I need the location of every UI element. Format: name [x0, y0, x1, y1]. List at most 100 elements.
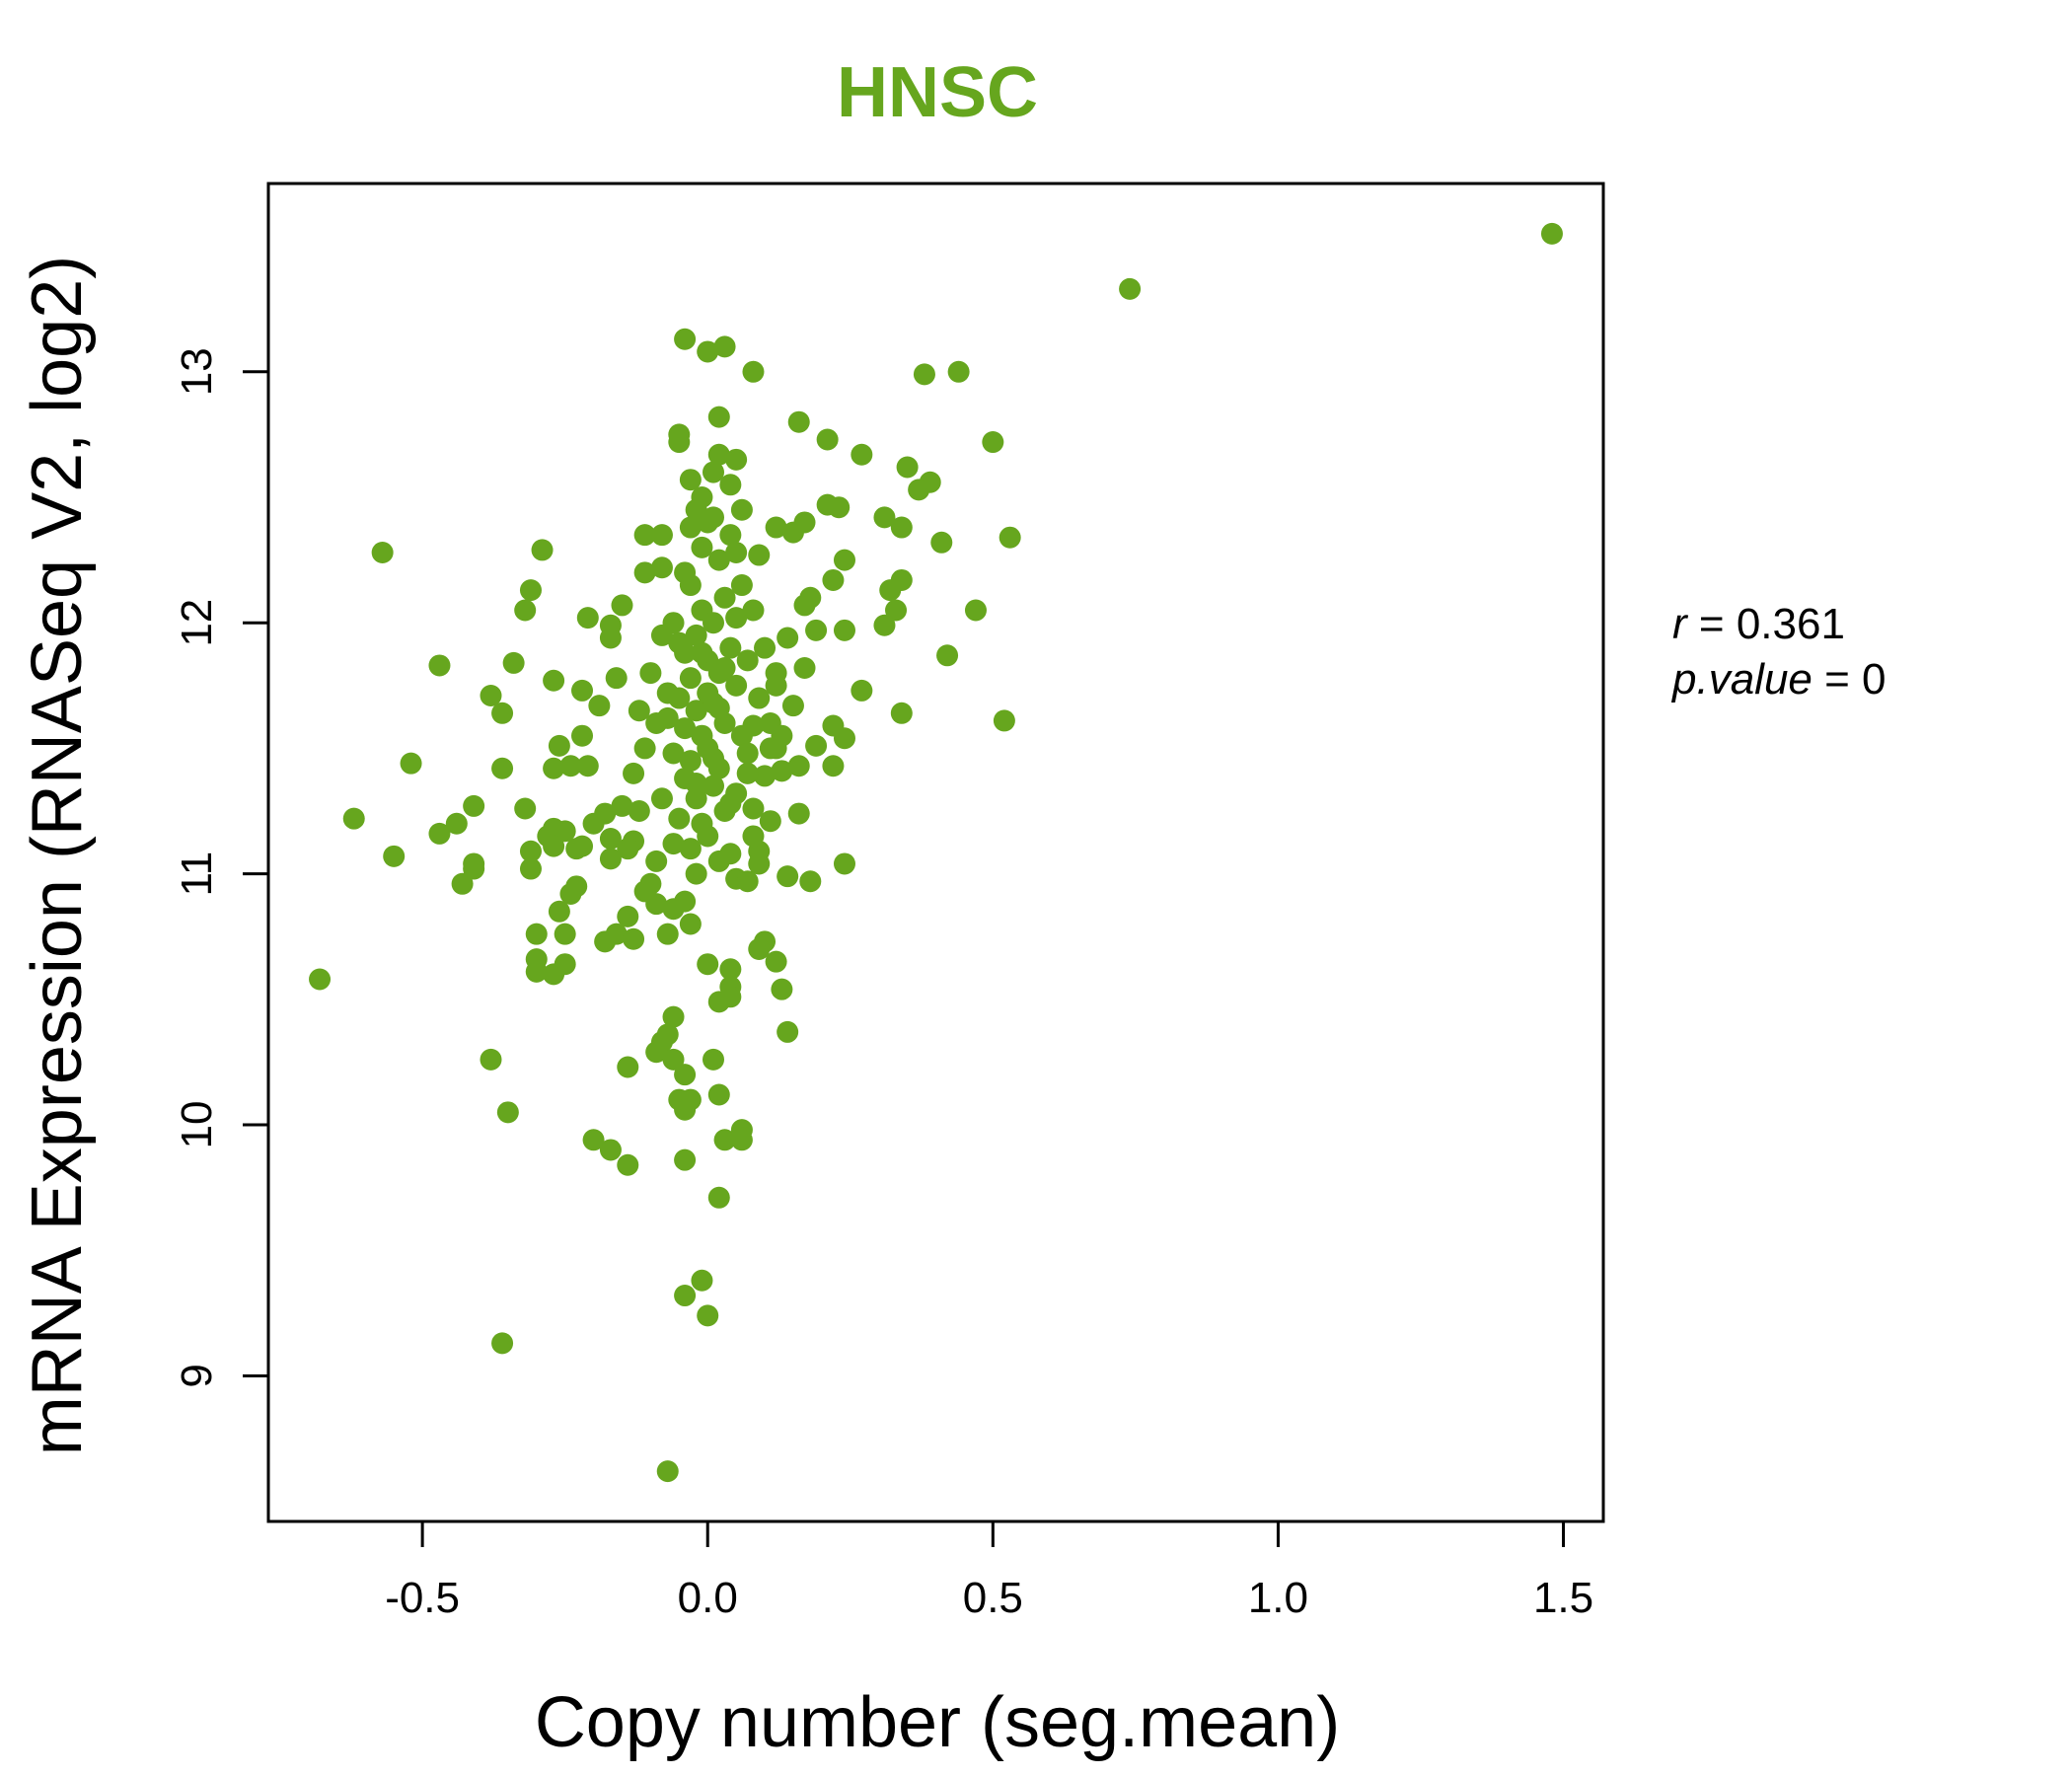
data-point	[736, 762, 759, 784]
data-point	[674, 890, 697, 913]
data-point	[908, 479, 930, 501]
data-point	[697, 1304, 719, 1327]
data-point	[571, 724, 594, 747]
data-point	[703, 775, 724, 797]
data-point	[947, 360, 970, 383]
data-point	[480, 684, 502, 706]
data-point	[685, 624, 707, 646]
data-point	[982, 431, 1004, 454]
data-point	[742, 825, 765, 848]
data-point	[822, 755, 845, 777]
data-point	[611, 794, 633, 817]
r-annotation: r = 0.361	[1672, 600, 1845, 648]
data-point	[674, 1098, 697, 1121]
data-point	[736, 742, 759, 765]
data-point	[1540, 222, 1563, 245]
data-point	[543, 835, 565, 857]
data-point	[787, 755, 810, 777]
data-point	[725, 674, 748, 697]
data-point	[703, 612, 724, 634]
data-point	[777, 627, 799, 649]
data-point	[730, 498, 753, 521]
data-point	[519, 840, 542, 862]
data-point	[451, 872, 474, 895]
data-point	[650, 624, 673, 646]
data-point	[691, 1269, 713, 1292]
data-point	[697, 682, 719, 704]
data-point	[691, 486, 713, 509]
plot-frame	[266, 182, 1605, 1523]
data-point	[964, 599, 987, 622]
data-point	[650, 524, 673, 547]
data-point	[1119, 277, 1142, 300]
r-label: r	[1672, 600, 1689, 648]
data-point	[851, 443, 873, 466]
data-point	[833, 727, 855, 750]
data-point	[445, 812, 468, 835]
data-point	[679, 469, 702, 491]
data-point	[771, 760, 793, 782]
y-tick-label: 10	[173, 1101, 221, 1149]
data-point	[713, 1129, 736, 1151]
data-point	[691, 641, 713, 664]
data-point	[674, 1064, 697, 1086]
data-point	[633, 524, 656, 547]
data-point	[633, 737, 656, 760]
data-point	[571, 679, 594, 702]
data-point	[703, 506, 724, 529]
data-point	[617, 1153, 639, 1176]
data-point	[691, 536, 713, 558]
data-point	[428, 822, 451, 845]
x-tick-label: -0.5	[385, 1574, 460, 1622]
data-points	[309, 222, 1563, 1483]
data-point	[645, 1041, 668, 1064]
data-point	[668, 807, 691, 830]
data-point	[697, 340, 719, 363]
data-point	[599, 1139, 622, 1161]
data-point	[707, 406, 730, 428]
data-point	[993, 709, 1015, 732]
x-tick-label: 0.5	[963, 1574, 1023, 1622]
data-point	[703, 1048, 724, 1071]
data-point	[685, 787, 707, 810]
data-point	[879, 579, 902, 602]
y-tick-label: 13	[173, 347, 221, 396]
data-point	[999, 526, 1021, 549]
data-point	[554, 923, 576, 945]
data-point	[719, 636, 742, 659]
data-point	[748, 687, 771, 709]
data-point	[582, 1129, 605, 1151]
data-point	[765, 950, 787, 973]
y-axis-title: mRNA Expression (RNASeq V2, log2)	[18, 256, 97, 1455]
chart-title: HNSC	[837, 53, 1038, 132]
data-point	[873, 614, 896, 636]
data-point	[777, 865, 799, 888]
data-point	[662, 833, 685, 855]
data-point	[719, 958, 742, 981]
r-value: 0.361	[1737, 600, 1845, 648]
data-point	[771, 724, 793, 747]
data-point	[576, 755, 599, 777]
data-point	[896, 456, 919, 479]
data-point	[645, 893, 668, 916]
data-point	[571, 835, 594, 857]
data-point	[650, 787, 673, 810]
data-point	[936, 644, 959, 667]
data-point	[662, 1048, 685, 1071]
data-point	[491, 757, 514, 779]
data-point	[662, 742, 685, 765]
data-point	[588, 695, 611, 717]
data-point	[730, 574, 753, 597]
data-point	[725, 541, 748, 563]
data-point	[514, 797, 537, 820]
data-point	[519, 579, 542, 602]
data-point	[656, 1460, 679, 1483]
y-tick-label: 12	[173, 599, 221, 647]
data-point	[685, 862, 707, 885]
data-point	[707, 443, 730, 466]
data-point	[736, 649, 759, 672]
data-point	[543, 669, 565, 692]
data-point	[514, 599, 537, 622]
data-point	[719, 792, 742, 815]
